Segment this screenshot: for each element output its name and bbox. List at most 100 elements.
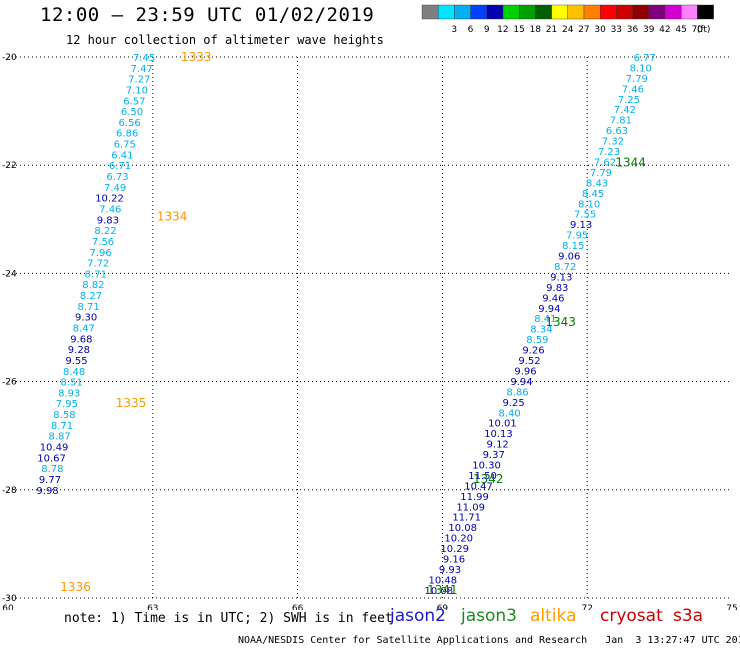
swh-label-jason3: 10.30 <box>472 461 501 472</box>
swh-label-altika: 8.27 <box>80 291 102 302</box>
colorbar-label: 70 <box>692 25 704 35</box>
pass-time-label: 1333 <box>181 50 212 64</box>
swh-label-jason3: 9.52 <box>518 356 540 367</box>
x-tick-label: 72 <box>581 604 592 610</box>
swh-label-jason3: 7.79 <box>590 168 612 179</box>
swh-label-altika: 7.10 <box>126 85 148 96</box>
swh-label-jason3: 9.46 <box>542 293 564 304</box>
swh-label-jason3: 8.15 <box>562 241 584 252</box>
x-tick-label: 60 <box>2 604 14 610</box>
swh-label-jason3: 8.10 <box>630 63 652 74</box>
swh-label-jason3: 10.08 <box>425 586 454 597</box>
swh-label-altika: 7.95 <box>56 399 78 410</box>
colorbar-swatch <box>454 4 471 20</box>
swh-label-jason3: 10.29 <box>440 544 469 555</box>
swh-label-jason3: 9.16 <box>443 555 465 566</box>
colorbar-label: 12 <box>497 25 508 35</box>
swh-label-jason3: 6.77 <box>634 53 656 64</box>
swh-label-jason3: 9.93 <box>439 565 461 576</box>
swh-label-altika: 9.30 <box>75 313 97 324</box>
x-tick-label: 66 <box>292 604 304 610</box>
swh-label-altika: 8.48 <box>63 367 85 378</box>
swh-label-jason3: 9.25 <box>502 398 524 409</box>
colorbar-swatch <box>681 4 698 20</box>
swh-label-altika: 7.72 <box>87 259 109 270</box>
colorbar-swatch <box>600 4 617 20</box>
swh-label-jason3: 7.55 <box>574 210 596 221</box>
swh-label-jason3: 9.37 <box>483 450 505 461</box>
swh-label-altika: 10.49 <box>40 443 69 454</box>
swh-label-jason3: 9.94 <box>510 377 532 388</box>
swh-label-altika: 6.41 <box>111 150 133 161</box>
swh-label-jason3: 10.20 <box>444 534 473 545</box>
swh-label-jason3: 9.83 <box>546 283 568 294</box>
colorbar-label: 3 <box>451 25 457 35</box>
pass-time-label: 1344 <box>615 155 646 169</box>
y-tick-label: -22 <box>2 161 17 171</box>
swh-label-jason3: 10.13 <box>484 429 513 440</box>
swh-label-altika: 9.28 <box>68 345 90 356</box>
swh-label-altika: 9.77 <box>39 475 61 486</box>
colorbar-label: 33 <box>611 25 622 35</box>
swh-label-jason3: 8.34 <box>530 325 552 336</box>
swh-label-altika: 7.56 <box>92 237 114 248</box>
colorbar-swatch <box>535 4 552 20</box>
colorbar-swatch <box>470 4 488 20</box>
swh-label-altika: 8.82 <box>82 280 104 291</box>
footer-note: note: 1) Time is in UTC; 2) SWH is in fe… <box>64 611 393 626</box>
colorbar-swatch <box>438 4 455 20</box>
swh-label-altika: 8.71 <box>77 302 99 313</box>
swh-label-jason3: 9.13 <box>550 272 572 283</box>
swh-label-altika: 7.46 <box>99 204 121 215</box>
y-tick-label: -28 <box>2 486 17 496</box>
pass-time-label: 1343 <box>545 315 576 329</box>
swh-label-altika: 9.83 <box>97 215 119 226</box>
swh-label-jason3: 8.40 <box>498 408 520 419</box>
colorbar-swatch <box>664 4 682 20</box>
swh-label-jason3: 9.94 <box>538 304 560 315</box>
chart-title: 12:00 – 23:59 UTC 01/02/2019 <box>40 4 375 26</box>
legend-jason3: jason3 <box>461 606 517 626</box>
swh-label-jason3: 9.12 <box>487 440 509 451</box>
swh-label-altika: 9.68 <box>70 334 92 345</box>
colorbar-label: 18 <box>530 25 542 35</box>
swh-label-jason3: 11.50 <box>468 471 497 482</box>
y-tick-label: -26 <box>2 378 17 388</box>
swh-label-jason3: 8.45 <box>582 189 604 200</box>
legend-cryosat: cryosat <box>600 606 663 626</box>
colorbar-unit: (ft) <box>697 25 711 35</box>
swh-label-altika: 6.73 <box>106 172 128 183</box>
swh-label-altika: 8.47 <box>73 324 95 335</box>
swh-label-altika: 9.98 <box>36 486 58 497</box>
credit-line: NOAA/NESDIS Center for Satellite Applica… <box>238 635 740 646</box>
swh-label-jason3: 9.96 <box>514 366 536 377</box>
swh-label-jason3: 7.46 <box>622 84 644 95</box>
pass-time-label: 1341 <box>427 583 458 597</box>
colorbar-swatch <box>551 4 568 20</box>
swh-label-altika: 8.22 <box>94 226 116 237</box>
swh-label-altika: 8.78 <box>41 464 63 475</box>
swh-label-jason3: 6.63 <box>606 126 628 137</box>
swh-label-jason3: 11.71 <box>452 513 481 524</box>
colorbar-swatch <box>583 4 601 20</box>
swh-label-altika: 6.71 <box>109 161 131 172</box>
swh-label-jason3: 7.62 <box>594 157 616 168</box>
legend-s3a: s3a <box>673 606 704 626</box>
swh-label-jason3: 7.23 <box>598 147 620 158</box>
colorbar-label: 42 <box>659 25 670 35</box>
pass-time-label: 1336 <box>60 580 91 594</box>
swh-label-altika: 8.71 <box>85 269 107 280</box>
colorbar-label: 27 <box>578 25 589 35</box>
colorbar-swatch <box>697 4 714 20</box>
colorbar-swatch <box>567 4 585 20</box>
swh-label-altika: 7.47 <box>131 64 153 75</box>
swh-label-altika: 6.56 <box>118 118 140 129</box>
swh-label-jason3: 8.41 <box>534 314 556 325</box>
colorbar-label: 21 <box>546 25 557 35</box>
swh-label-jason3: 8.72 <box>554 262 576 273</box>
swh-label-jason3: 10.01 <box>488 419 517 430</box>
swh-label-altika: 8.51 <box>61 378 83 389</box>
swh-label-altika: 8.87 <box>48 432 70 443</box>
swh-label-altika: 7.49 <box>104 183 126 194</box>
swh-label-jason3: 10.48 <box>428 575 457 586</box>
